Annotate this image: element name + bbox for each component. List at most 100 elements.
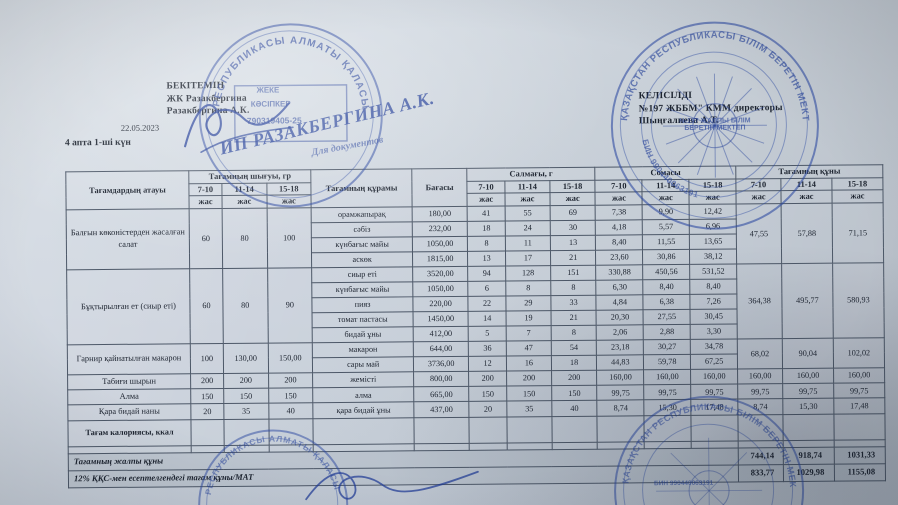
cell-weight-15-18: 30 (550, 220, 596, 236)
cell-sum-11-14: 15,30 (644, 399, 692, 416)
cell-sum-7-10: 4,84 (596, 294, 644, 311)
cell-weight-11-14: 200 (506, 370, 552, 387)
th-unit-s-3: жас (689, 191, 737, 205)
th-out-7-10: 7-10 (188, 183, 222, 197)
cell-output-15-18: 150,00 (267, 342, 313, 374)
cell-cost-7-10: 68,02 (737, 338, 783, 369)
cell-weight-11-14: 8 (505, 280, 551, 296)
cell-sum-15-18: 6,96 (689, 218, 737, 235)
cell-sum-7-10: 6,30 (596, 279, 644, 296)
th-c-7-10: 7-10 (736, 178, 781, 192)
cell-ingredient-price: 180,00 (412, 206, 468, 222)
approval-block-left: БЕКІТЕМІН ЖК Разакбергина Разакбергина А… (166, 80, 249, 118)
th-price: Бағасы (411, 168, 468, 207)
th-unit-c-1: жас (736, 190, 782, 204)
cell-output-11-14: 80 (222, 268, 268, 344)
cell-output-15-18: 90 (267, 267, 313, 344)
cell-calories-empty (551, 415, 598, 443)
cell-cost-11-14: 15,30 (782, 398, 834, 415)
th-unit-c-2: жас (780, 190, 833, 204)
th-cost-group: Тағамның құны (735, 164, 883, 179)
cell-weight-7-10: 94 (467, 265, 506, 282)
cell-sum-15-18: 30,45 (690, 308, 738, 325)
th-unit-out-3: жас (266, 195, 312, 209)
cell-sum-15-18: 17,48 (691, 399, 739, 415)
th-unit-w-3: жас (549, 192, 596, 206)
cell-ingredient-price: 1815,00 (412, 251, 468, 267)
table-body: Балғын көконістерден жасалған салат 60 80 1… (66, 202, 886, 488)
cell-sum-15-18: 8,40 (689, 278, 738, 295)
th-w-7-10: 7-10 (467, 180, 506, 194)
menu-day-label: 4 апта 1-ші күн (64, 137, 131, 149)
cell-sum-15-18: 160,00 (690, 368, 738, 385)
approval-right-line-3: Шыңғалиева А.Т. (638, 115, 719, 127)
cell-ingredient-price: 800,00 (413, 371, 469, 387)
cell-weight-7-10: 20 (468, 401, 507, 417)
approval-left-line-2: ЖК Разакбергина (166, 93, 247, 104)
cell-sum-7-10: 44,83 (596, 354, 644, 371)
cell-output-15-18: 100 (266, 207, 312, 269)
cell-weight-7-10: 200 (468, 370, 507, 387)
cell-sum-11-14: 30,86 (642, 249, 690, 265)
cell-sum-11-14: 11,55 (642, 234, 690, 250)
cell-weight-15-18: 8 (550, 325, 597, 341)
cell-sum-7-10: 160,00 (597, 369, 645, 386)
cell-ingredient-price: 665,00 (413, 386, 469, 403)
cell-ingredient-name: қара бидай ұны (312, 402, 415, 419)
cell-output-7-10: 60 (189, 268, 224, 344)
cell-sum-15-18: 67,25 (690, 353, 738, 370)
cell-weight-15-18: 69 (549, 205, 596, 221)
cell-output-7-10: 100 (190, 343, 224, 374)
cell-weight-11-14: 24 (505, 220, 551, 236)
cell-weight-7-10: 14 (468, 310, 507, 327)
cell-sum-15-18: 12,42 (689, 203, 737, 220)
cell-weight-7-10: 150 (468, 386, 507, 402)
cell-ingredient-price: 412,00 (413, 326, 469, 342)
cell-cost-11-14: 160,00 (782, 368, 834, 384)
cell-sum-11-14: 450,56 (642, 264, 690, 280)
cell-weight-15-18: 150 (551, 385, 598, 401)
cell-output-11-14: 35 (223, 403, 269, 420)
cell-ingredient-name: күнбағыс майы (311, 236, 413, 253)
cell-calories-empty (223, 418, 269, 446)
cell-output-7-10: 150 (190, 388, 224, 405)
cell-summary-15-18: 1031,33 (834, 446, 886, 464)
cell-sum-11-14: 99,75 (644, 384, 692, 401)
cell-sum-15-18: 34,78 (690, 338, 738, 355)
cell-calories-empty (644, 414, 692, 442)
cell-dish-name: Балғын көконістерден жасалған салат (66, 208, 190, 270)
th-s-11-14: 11-14 (642, 179, 690, 193)
cell-output-15-18: 40 (268, 403, 314, 419)
cell-weight-15-18: 18 (551, 355, 598, 371)
cell-weight-7-10: 36 (468, 340, 507, 357)
cell-ingredient-price: 644,00 (413, 341, 469, 357)
cell-cost-7-10: 160,00 (737, 368, 783, 385)
cell-ingredient-price: 232,00 (412, 221, 468, 237)
cell-sum-15-18: 13,65 (689, 233, 737, 250)
cell-dish-name: Бұқтырылған ет (сиыр еті) (66, 268, 191, 345)
cell-weight-11-14: 35 (506, 400, 552, 417)
cell-cost-7-10: 364,38 (736, 263, 783, 339)
cell-ingredient-price: 437,00 (413, 401, 470, 418)
th-unit-out-1: жас (188, 195, 223, 209)
cell-weight-7-10: 12 (468, 355, 507, 372)
th-unit-s-1: жас (595, 192, 643, 206)
cell-dish-name: Гарнир қайнатылған макарон (67, 343, 191, 375)
cell-weight-15-18: 33 (550, 295, 597, 311)
cell-sum-11-14: 160,00 (643, 369, 691, 385)
approval-left-line-1: БЕКІТЕМІН (166, 80, 225, 92)
cell-weight-7-10: 13 (467, 250, 506, 267)
cell-weight-15-18: 8 (550, 280, 597, 296)
cell-sum-11-14: 59,78 (643, 354, 691, 370)
th-out-15-18: 15-18 (266, 182, 312, 196)
approval-left-line-3: Разакбергина А.К. (166, 105, 250, 117)
cell-weight-15-18: 151 (550, 265, 597, 281)
cell-cost-15-18: 71,15 (832, 202, 884, 264)
cell-calories-empty (414, 416, 470, 444)
cell-ingredient-name: сары май (312, 356, 414, 373)
cell-ingredient-name: аскөк (311, 251, 413, 268)
cell-output-15-18: 200 (268, 372, 313, 389)
cell-ingredient-name: сәбіз (311, 221, 413, 238)
cell-calories-empty (506, 416, 552, 443)
